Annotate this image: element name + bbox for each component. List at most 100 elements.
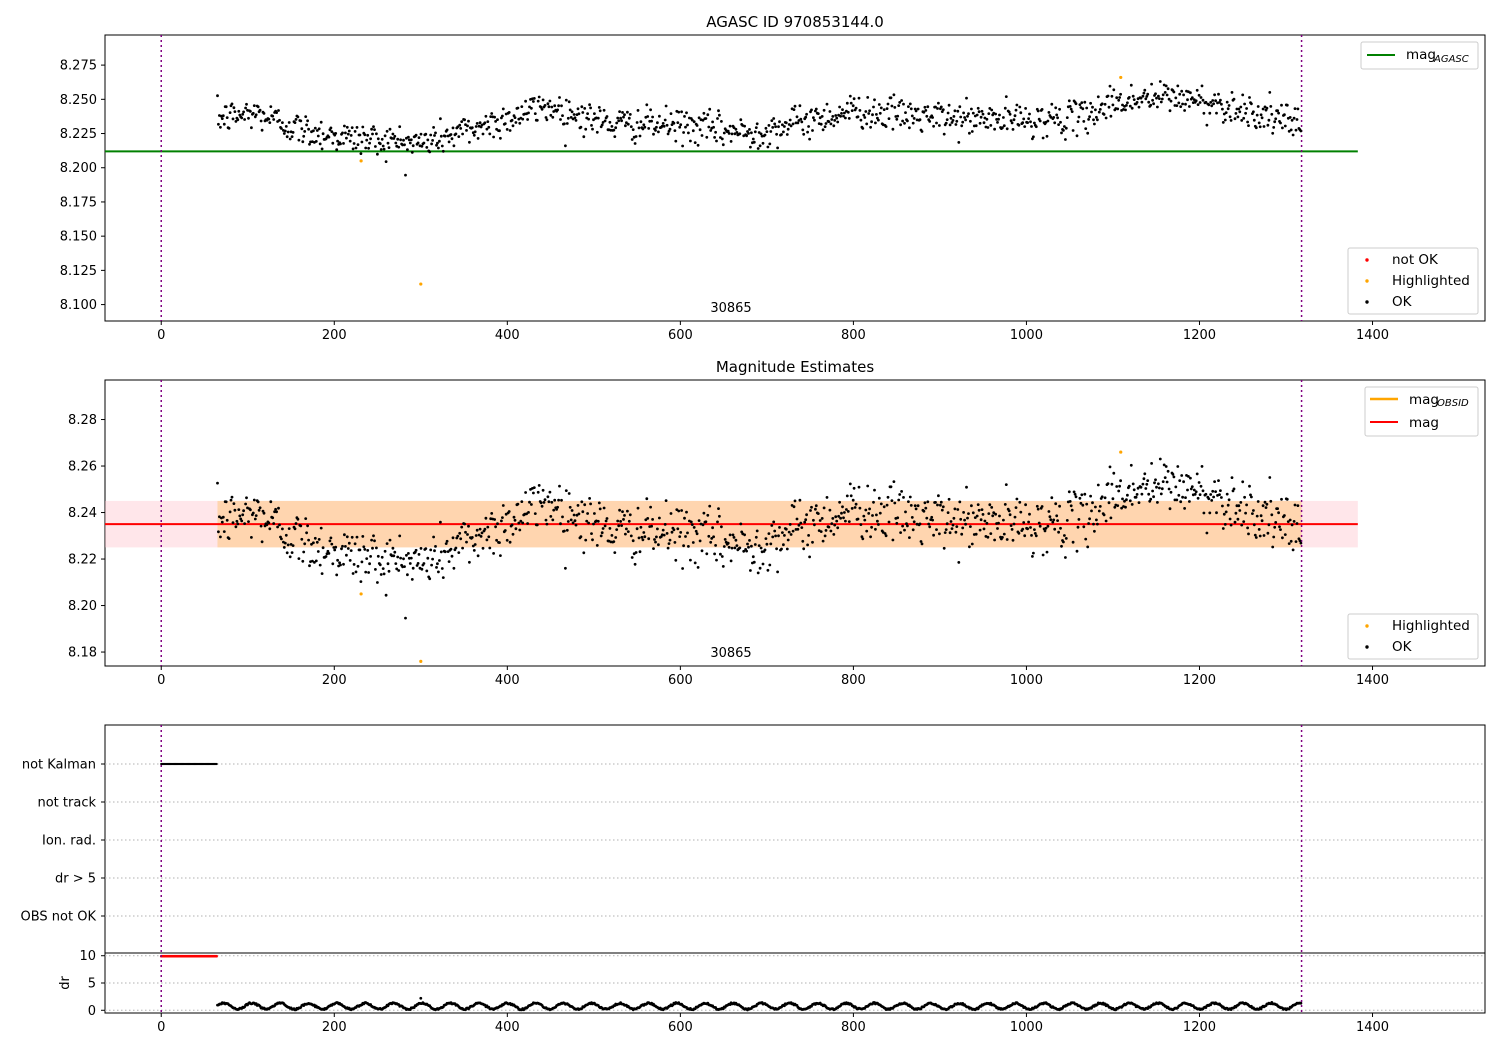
ok-point: [532, 100, 535, 103]
ok-point: [678, 535, 682, 538]
ok-point: [690, 118, 694, 122]
ok-point: [841, 108, 844, 111]
ok-point: [327, 552, 331, 555]
legend-mag-obsid-sub: OBSID: [1437, 398, 1469, 409]
ok-point: [553, 104, 557, 108]
ok-point: [776, 570, 779, 574]
ok-point: [993, 127, 996, 131]
ok-point: [516, 106, 520, 110]
ok-point: [771, 126, 775, 129]
ok-point: [345, 136, 348, 140]
ok-point: [1242, 520, 1246, 523]
ok-point: [404, 616, 407, 620]
ok-point: [385, 129, 389, 133]
ok-point: [1059, 120, 1062, 124]
ok-point: [277, 109, 280, 112]
ok-point: [716, 520, 719, 524]
ok-point: [1003, 503, 1007, 506]
ok-point: [784, 527, 788, 531]
ok-point: [1049, 518, 1053, 522]
ok-point: [344, 545, 347, 548]
ok-point: [1059, 526, 1062, 530]
ok-point: [1093, 122, 1096, 126]
ok-point: [1195, 472, 1199, 476]
highlighted-point: [359, 159, 363, 163]
ok-point: [1056, 519, 1059, 522]
ok-point: [948, 531, 952, 535]
ok-point: [1174, 485, 1178, 489]
ok-point: [1137, 105, 1141, 109]
ok-point: [313, 536, 317, 540]
ok-point: [1245, 503, 1248, 507]
ok-point: [813, 523, 816, 527]
ok-point: [761, 562, 765, 566]
ok-point: [978, 528, 982, 532]
ok-point: [1239, 501, 1243, 504]
ok-point: [951, 523, 955, 527]
ok-point: [798, 498, 802, 502]
ok-point: [245, 496, 248, 500]
ok-point: [342, 142, 345, 145]
ok-point: [256, 105, 260, 109]
ok-point: [969, 119, 972, 123]
ok-point: [548, 99, 552, 103]
ok-point: [650, 119, 653, 123]
ok-point: [1023, 534, 1027, 538]
ok-point: [625, 121, 628, 125]
ok-point: [1064, 126, 1068, 130]
ok-point: [1172, 475, 1176, 479]
ok-point: [407, 135, 410, 139]
ok-point: [472, 133, 476, 137]
ok-point: [1056, 116, 1059, 120]
ok-point: [308, 564, 311, 568]
ok-point: [1097, 509, 1101, 513]
ok-point: [939, 105, 943, 109]
ok-point: [461, 546, 464, 550]
ok-point: [957, 141, 961, 144]
ok-point: [559, 118, 562, 121]
ok-point: [854, 106, 858, 110]
ok-point: [1054, 502, 1058, 506]
ok-point: [252, 498, 256, 502]
ok-point: [447, 560, 451, 563]
ok-point: [437, 146, 440, 150]
ok-point: [227, 537, 231, 540]
ok-point: [216, 94, 219, 98]
ok-point: [806, 130, 809, 134]
ok-point: [564, 566, 567, 570]
ok-point: [1129, 463, 1133, 467]
ok-point: [1161, 480, 1165, 483]
ok-point: [556, 505, 559, 509]
ok-point: [321, 546, 325, 550]
ok-point: [678, 125, 682, 129]
ok-point: [318, 142, 322, 146]
y-tick-label: 8.175: [60, 195, 97, 210]
ok-point: [220, 520, 224, 524]
ok-point: [1163, 91, 1167, 94]
ok-point: [836, 120, 840, 124]
ok-point: [592, 522, 595, 526]
ok-point: [777, 125, 780, 129]
ok-point: [217, 122, 220, 126]
ok-point: [1233, 117, 1237, 121]
ok-point: [1293, 107, 1297, 110]
ok-point: [1080, 493, 1084, 497]
ok-point: [750, 131, 753, 135]
ok-point: [1139, 96, 1143, 100]
ok-point: [814, 504, 818, 508]
ok-point: [1003, 106, 1007, 110]
ok-point: [866, 96, 870, 99]
ok-point: [589, 502, 592, 506]
ok-point: [334, 545, 338, 549]
ok-point: [291, 131, 295, 134]
ok-point: [783, 125, 786, 128]
ok-point: [990, 506, 994, 509]
ok-point: [839, 114, 842, 118]
legend-ok: OK: [1392, 294, 1413, 310]
ok-point: [520, 105, 524, 108]
ok-point: [811, 129, 814, 132]
ok-point: [517, 521, 521, 525]
ok-point: [1028, 112, 1031, 116]
ok-point: [1158, 486, 1161, 490]
ok-point: [1250, 102, 1253, 106]
